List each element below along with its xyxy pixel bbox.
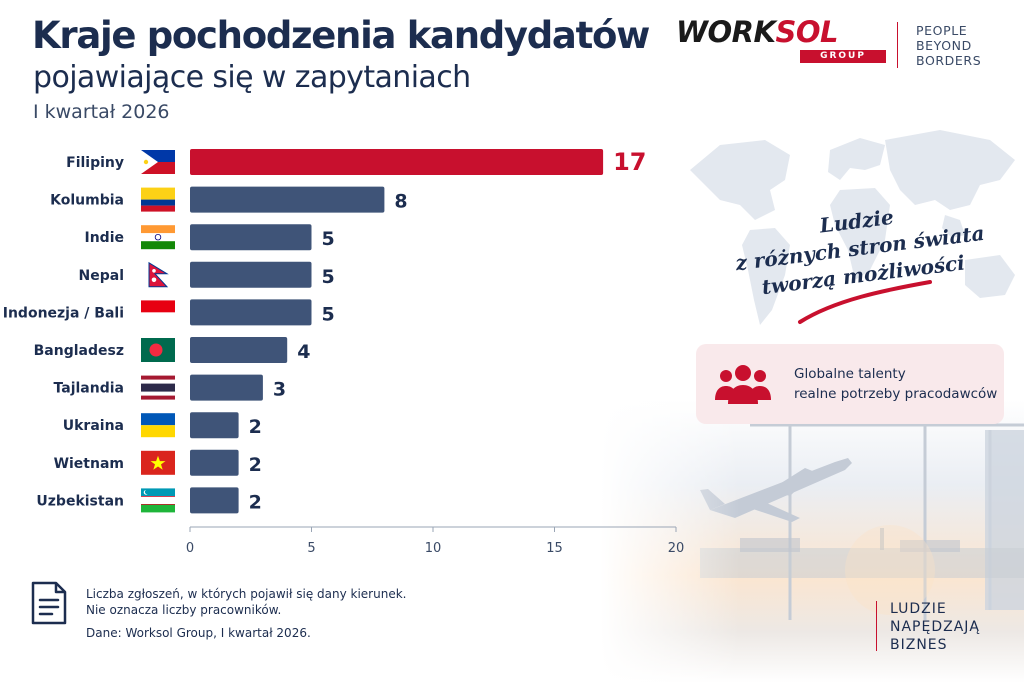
source-note: Dane: Worksol Group, I kwartał 2026. [86,626,311,640]
data-label: 8 [394,191,407,213]
thailand-flag [141,375,175,400]
world-map-illustration [690,130,1015,325]
bar [190,261,312,288]
logo-tagline: PEOPLE BEYOND BORDERS [916,23,981,68]
bar [190,337,288,363]
bangladesh-flag [141,338,175,362]
category-label: Wietnam [54,456,124,472]
philippines-flag [141,150,175,174]
logo-group-label: GROUP [800,50,886,63]
category-label: Ukraina [63,418,124,434]
info-line: Globalne talenty [794,366,906,382]
data-label: 5 [322,228,335,250]
data-label: 2 [249,454,262,476]
data-label: 2 [249,491,262,513]
bar [190,149,604,175]
slogan-line: NAPĘDZAJĄ [890,619,980,635]
india-flag [141,225,175,250]
slogan: LUDZIE NAPĘDZAJĄ BIZNES [890,600,980,654]
x-tick-label: 0 [186,541,194,556]
info-line: realne potrzeby pracodawców [794,386,998,402]
logo-word-work: WORK [676,15,776,49]
photo-fade [600,400,740,683]
info-box: Globalne talenty realne potrzeby pracoda… [696,344,1004,424]
tagline-line: BORDERS [916,53,982,68]
logo-word-sol: SOL [775,15,838,49]
footnote: Liczba zgłoszeń, w których pojawił się d… [86,586,406,618]
data-label: 2 [249,416,262,438]
slogan-line: LUDZIE [890,601,947,617]
document-icon [31,581,67,625]
footnote-line: Liczba zgłoszeń, w których pojawił się d… [86,587,407,601]
period-label: I kwartał 2026 [33,101,170,123]
info-text: Globalne talenty realne potrzeby pracoda… [794,364,997,404]
x-tick-label: 15 [546,541,563,556]
slogan-divider [876,601,877,651]
category-label: Nepal [79,268,124,284]
vietnam-flag [141,450,175,475]
data-label: 17 [613,148,646,176]
uzbekistan-flag [141,488,175,513]
data-label: 3 [273,379,286,401]
data-label: 5 [322,303,335,325]
nepal-flag [148,261,169,288]
ukraine-flag [141,413,175,438]
bar [190,299,312,326]
category-label: Bangladesz [34,343,124,359]
bar [190,449,239,476]
indonesia-flag [141,300,175,325]
x-tick-label: 10 [425,541,442,556]
category-label: Uzbekistan [36,493,124,509]
category-label: Filipiny [66,155,124,171]
logo-divider [897,22,898,68]
tagline-line: PEOPLE [916,23,968,38]
category-label: Indonezja / Bali [3,305,124,321]
bar [190,412,239,439]
bar [190,186,385,213]
category-label: Tajlandia [54,381,124,397]
swoosh-underline [798,280,932,324]
tagline-line: BEYOND [916,38,972,53]
people-group-icon [715,365,771,404]
worksol-logo: WORKSOL [676,18,838,47]
bar [190,224,312,251]
slogan-line: BIZNES [890,637,948,653]
category-label: Indie [85,230,125,246]
footnote-line: Nie oznacza liczby pracowników. [86,603,282,617]
colombia-flag [141,187,175,212]
x-tick-label: 20 [668,541,685,556]
bar [190,487,239,514]
x-tick-label: 5 [307,541,315,556]
chart-subtitle: pojawiające się w zapytaniach [33,60,471,95]
data-label: 5 [322,266,335,288]
category-label: Kolumbia [50,193,124,209]
bar-chart: Filipiny 17 Kolumbia 8 Indie 5 Nepal 5 Indonezja… [3,148,685,556]
data-label: 4 [297,341,310,363]
chart-title: Kraje pochodzenia kandydatów [32,14,650,57]
bar [190,374,263,401]
